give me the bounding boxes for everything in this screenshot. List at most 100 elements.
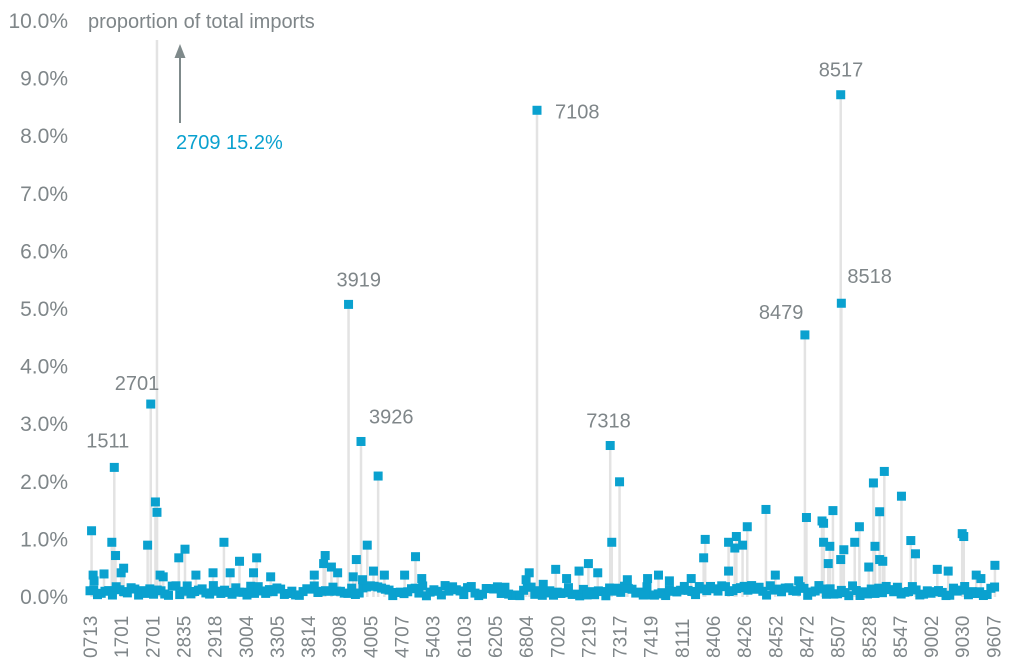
data-point-marker — [731, 532, 741, 542]
data-point-marker — [661, 591, 671, 601]
data-point-marker — [362, 540, 372, 550]
data-point-marker — [875, 507, 885, 517]
data-point-marker — [538, 579, 548, 589]
x-tick-label: 7020 — [548, 616, 569, 658]
x-axis: 0713 1701 2701 2835 2918 3004 3305 3814 3908 4005… — [81, 615, 1005, 658]
data-point-marker — [227, 589, 237, 599]
data-point-marker — [326, 562, 336, 572]
data-point-marker — [870, 588, 880, 598]
x-tick-label: 9030 — [953, 616, 974, 658]
data-point-marker — [418, 581, 428, 591]
data-point-marker — [943, 566, 953, 576]
x-tick-label: 3305 — [268, 616, 289, 658]
data-point-marker — [411, 552, 421, 562]
data-point-marker — [839, 545, 849, 555]
data-point-marker — [89, 585, 99, 595]
stems-layer — [90, 40, 997, 597]
callout-arrow — [174, 44, 186, 123]
data-point-marker — [713, 586, 723, 596]
data-point-marker — [163, 590, 173, 600]
data-point-marker — [521, 575, 531, 585]
data-point-marker — [879, 466, 889, 476]
data-point-marker — [266, 572, 276, 582]
data-point-marker — [574, 566, 584, 576]
data-point-marker — [823, 559, 833, 569]
data-point-marker — [945, 590, 955, 600]
data-point-marker — [562, 574, 572, 584]
data-point-marker — [379, 570, 389, 580]
x-tick-label: 4005 — [361, 616, 382, 658]
data-point-marker — [616, 587, 626, 597]
data-point-marker — [477, 589, 487, 599]
data-point-marker — [896, 491, 906, 501]
data-point-marker — [496, 588, 506, 598]
data-point-marker — [130, 584, 140, 594]
data-point-marker — [906, 536, 916, 546]
markers-layer — [87, 90, 1000, 589]
peak-label: 3926 — [369, 406, 414, 428]
data-point-marker — [800, 330, 810, 340]
data-point-marker — [358, 575, 368, 585]
data-point-marker — [107, 537, 117, 547]
data-point-marker — [119, 563, 129, 573]
data-point-marker — [874, 583, 884, 593]
data-point-marker — [743, 585, 753, 595]
data-point-marker — [799, 583, 809, 593]
data-point-marker — [982, 590, 992, 600]
data-point-marker — [107, 590, 117, 600]
data-point-marker — [111, 551, 121, 561]
x-tick-label: 7317 — [611, 616, 632, 658]
data-point-marker — [889, 587, 899, 597]
data-point-marker — [344, 299, 354, 309]
data-point-marker — [971, 570, 981, 580]
data-point-marker — [178, 586, 188, 596]
x-tick-label: 8507 — [829, 616, 850, 658]
data-point-marker — [583, 559, 593, 569]
data-point-marker — [863, 589, 873, 599]
y-tick-label: 8.0% — [20, 125, 68, 148]
data-point-marker — [492, 582, 502, 592]
data-point-marker — [116, 568, 126, 578]
data-point-marker — [242, 590, 252, 600]
x-tick-label: 8426 — [735, 616, 756, 658]
data-point-marker — [794, 576, 804, 586]
data-point-marker — [575, 591, 585, 601]
data-point-marker — [208, 568, 218, 578]
data-point-marker — [825, 584, 835, 594]
data-point-marker — [384, 585, 394, 595]
data-point-marker — [836, 555, 846, 565]
data-point-marker — [534, 586, 544, 596]
y-tick-label: 3.0% — [20, 413, 68, 436]
x-tick-label: 3814 — [299, 615, 320, 658]
data-point-marker — [526, 582, 536, 592]
x-tick-label: 8528 — [860, 616, 881, 658]
data-point-marker — [466, 582, 476, 592]
y-tick-label: 2.0% — [20, 471, 68, 494]
data-point-marker — [320, 551, 330, 561]
data-point-marker — [246, 581, 256, 591]
data-point-marker — [410, 583, 420, 593]
x-tick-label: 3004 — [237, 615, 258, 658]
data-point-marker — [724, 537, 734, 547]
data-point-marker — [309, 581, 319, 591]
data-point-marker — [368, 566, 378, 576]
x-tick-label: 8452 — [766, 616, 787, 658]
data-point-marker — [878, 556, 888, 566]
data-point-marker — [851, 586, 861, 596]
data-point-marker — [819, 518, 829, 528]
y-tick-label: 10.0% — [8, 10, 68, 33]
peak-labels: 1511 2701 3919 3926 7108 7318 8479 8517 8518 — [86, 60, 892, 453]
x-tick-label: 6804 — [517, 615, 538, 658]
data-point-marker — [615, 477, 625, 487]
data-point-marker — [171, 581, 181, 591]
data-point-marker — [904, 587, 914, 597]
peak-label: 2701 — [115, 373, 159, 395]
data-point-marker — [205, 589, 215, 599]
data-point-marker — [607, 537, 617, 547]
data-point-marker — [343, 588, 353, 598]
data-point-marker — [109, 462, 119, 472]
data-point-marker — [180, 544, 190, 554]
y-tick-label: 7.0% — [20, 183, 68, 206]
data-point-marker — [219, 537, 229, 547]
x-tick-label: 9607 — [984, 616, 1005, 658]
